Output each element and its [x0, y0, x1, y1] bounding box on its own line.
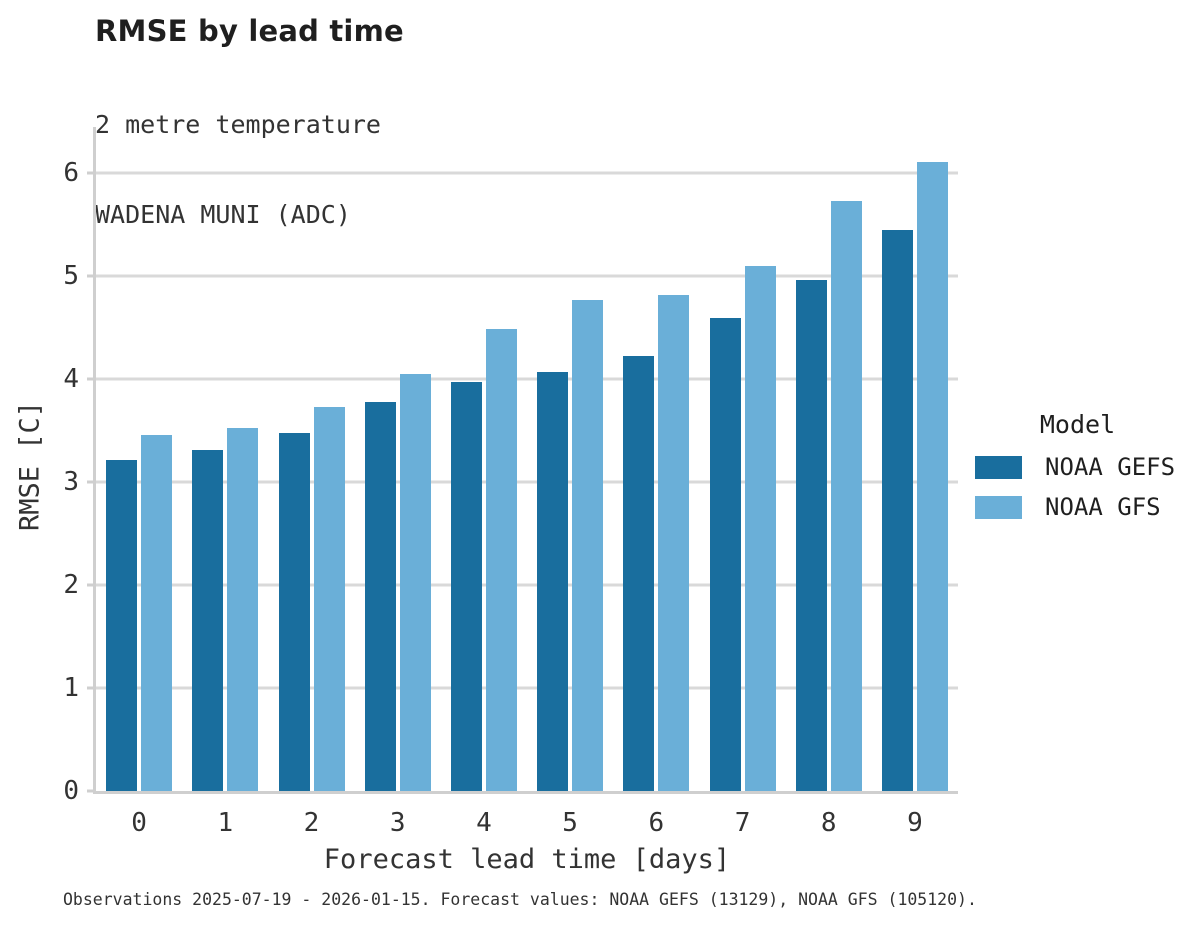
bar-noaa-gfs-4 [485, 328, 517, 791]
y-tick-label-0: 0 [63, 776, 79, 806]
bar-noaa-gfs-1 [227, 427, 259, 791]
y-axis: 0 1 2 3 4 5 6 [0, 128, 93, 806]
legend-entry-noaa-gfs: NOAA GFS [975, 493, 1180, 521]
bar-noaa-gfs-2 [313, 407, 345, 791]
x-tick-label-0: 0 [131, 808, 147, 838]
y-tick-mark-6 [87, 171, 93, 175]
x-tick-label-7: 7 [734, 808, 751, 838]
bar-noaa-gefs-7 [709, 318, 741, 791]
x-tick-label-2: 2 [303, 808, 320, 838]
y-axis-spine [93, 127, 96, 794]
legend-entries: NOAA GEFS NOAA GFS [975, 453, 1180, 521]
gridline-6 [96, 171, 958, 175]
bar-group-5 [527, 128, 613, 791]
y-tick-mark-1 [87, 686, 93, 690]
legend-label: NOAA GFS [1045, 493, 1161, 521]
bar-noaa-gfs-5 [572, 299, 604, 791]
x-tick-label-9: 9 [907, 808, 923, 838]
gridline-4 [96, 377, 958, 381]
chart-subtitle-line-2: WADENA MUNI (ADC) [95, 200, 351, 229]
x-tick-label-5: 5 [562, 808, 578, 838]
bar-noaa-gefs-9 [881, 229, 913, 791]
bar-group-3 [355, 128, 441, 791]
bar-noaa-gfs-9 [916, 161, 948, 791]
bar-noaa-gefs-2 [278, 432, 310, 791]
legend: Model NOAA GEFS NOAA GFS [975, 410, 1180, 533]
bar-noaa-gefs-8 [795, 280, 827, 791]
grid-layer [96, 128, 958, 791]
y-tick-label-3: 3 [63, 467, 79, 498]
bar-group-7 [699, 128, 785, 791]
chart-subtitle-line-1: 2 metre temperature [95, 110, 381, 139]
x-tick-label-8: 8 [820, 808, 837, 838]
bar-noaa-gefs-3 [364, 401, 396, 791]
x-axis-title: Forecast lead time [days] [323, 844, 731, 875]
y-tick-mark-3 [87, 480, 93, 484]
legend-swatch [975, 495, 1022, 519]
gridline-1 [96, 686, 958, 690]
legend-swatch [975, 455, 1022, 479]
x-tick-label-1: 1 [217, 808, 234, 838]
bar-group-1 [182, 128, 268, 791]
x-axis-spine [93, 791, 958, 794]
y-tick-mark-5 [87, 274, 93, 278]
gridline-5 [96, 274, 958, 278]
bars-layer [96, 128, 958, 791]
chart-subtitle: 2 metre temperature WADENA MUNI (ADC) [95, 50, 381, 290]
legend-entry-noaa-gefs: NOAA GEFS [975, 453, 1180, 481]
bar-noaa-gfs-6 [658, 294, 690, 791]
plot-area [96, 128, 958, 791]
bar-group-0 [96, 128, 182, 791]
y-tick-mark-0 [87, 789, 93, 793]
gridline-3 [96, 480, 958, 484]
bar-noaa-gefs-1 [192, 450, 224, 791]
legend-label: NOAA GEFS [1045, 453, 1176, 481]
bar-noaa-gfs-8 [830, 201, 862, 791]
bar-noaa-gfs-7 [744, 265, 776, 791]
footnote: Observations 2025-07-19 - 2026-01-15. Fo… [63, 890, 977, 909]
y-tick-label-2: 2 [63, 570, 79, 601]
x-tick-label-4: 4 [476, 808, 492, 838]
bar-noaa-gefs-0 [106, 459, 138, 791]
y-tick-label-1: 1 [63, 673, 79, 704]
bar-group-8 [786, 128, 872, 791]
gridline-2 [96, 583, 958, 587]
legend-title: Model [1039, 410, 1116, 439]
x-tick-label-6: 6 [648, 808, 665, 838]
bar-noaa-gefs-4 [450, 382, 482, 791]
y-tick-label-5: 5 [63, 261, 79, 292]
y-tick-label-6: 6 [63, 158, 79, 189]
bar-noaa-gfs-0 [141, 434, 173, 791]
y-tick-mark-4 [87, 377, 93, 381]
chart-title: RMSE by lead time [95, 14, 404, 48]
bar-noaa-gefs-6 [623, 355, 655, 791]
x-axis-labels: 0 1 2 3 4 5 6 7 8 9 [96, 808, 958, 838]
bar-group-4 [441, 128, 527, 791]
bar-noaa-gfs-3 [399, 374, 431, 791]
y-tick-mark-2 [87, 583, 93, 587]
y-tick-label-4: 4 [63, 364, 79, 395]
x-tick-label-3: 3 [389, 808, 406, 838]
bar-group-2 [268, 128, 354, 791]
bar-noaa-gefs-5 [537, 372, 569, 791]
bar-group-9 [872, 128, 958, 791]
bar-group-6 [613, 128, 699, 791]
